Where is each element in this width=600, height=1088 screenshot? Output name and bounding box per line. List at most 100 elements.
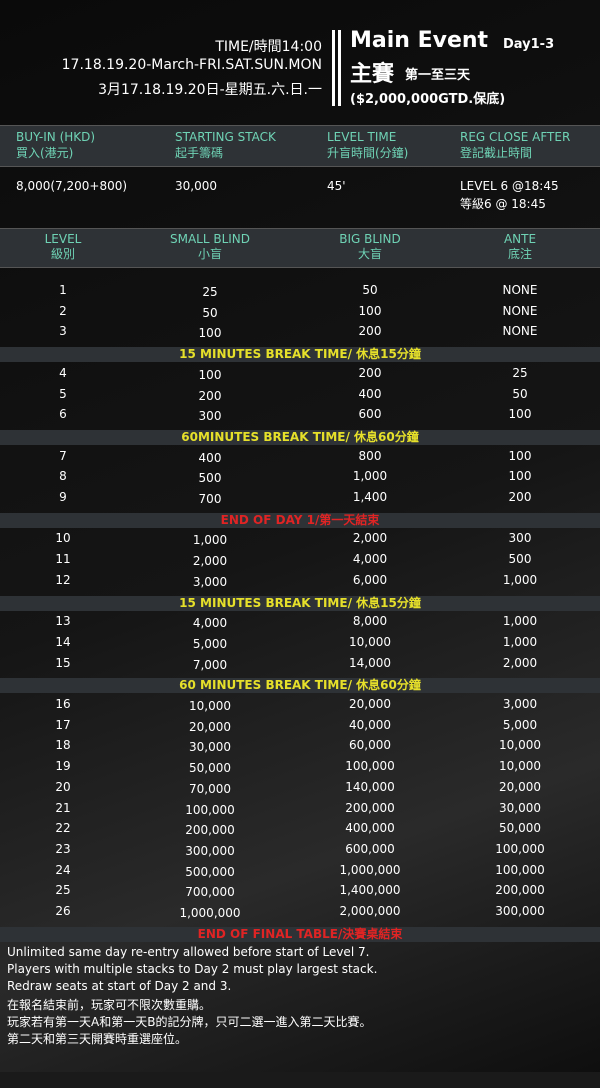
dates-zh: 3月17.18.19.20日-星期五.六.日.一 (98, 82, 322, 98)
guarantee: ($2,000,000GTD.保底) (350, 92, 506, 107)
break-bar (0, 926, 600, 942)
cell: 20,000 (189, 719, 231, 734)
cell: 100,000 (495, 841, 545, 856)
break-label: END OF DAY 1/第一天結束 (220, 512, 380, 527)
cell: 200 (358, 324, 382, 339)
note: 玩家若有第一天A和第一天B的記分牌，只可二選一進入第二天比賽。 (7, 1015, 372, 1029)
cell: 3,000 (192, 574, 228, 589)
cell: 800 (358, 448, 382, 463)
info-value: 8,000(7,200+800) (16, 179, 128, 193)
break-label: END OF FINAL TABLE/決賽桌結束 (197, 926, 403, 941)
cell: 400,000 (345, 821, 395, 836)
divider (332, 30, 335, 106)
cell: 9 (59, 490, 67, 504)
cell: 1,000 (192, 533, 228, 548)
break-label: 15 MINUTES BREAK TIME/ 休息15分鐘 (179, 595, 421, 610)
cell: 40,000 (349, 717, 391, 732)
cell: 400 (358, 386, 382, 401)
info-header-zh: 起手籌碼 (175, 146, 224, 160)
cell: 16 (55, 697, 71, 711)
cell: 2,000 (352, 531, 388, 546)
cell: 10,000 (349, 634, 391, 649)
cell: 14 (55, 634, 71, 649)
cell: 5,000 (502, 717, 538, 732)
cell: 4,000 (352, 552, 388, 567)
cell: 30,000 (499, 800, 541, 815)
cell: 100,000 (345, 759, 395, 774)
cell: 30,000 (189, 740, 231, 755)
note: 第二天和第三天開賽時重選座位。 (7, 1032, 188, 1046)
cell: 100,000 (185, 802, 235, 817)
info-header-zh: 升盲時間(分鐘) (327, 146, 409, 160)
cell: 500 (198, 471, 222, 486)
cell: 26 (55, 904, 71, 918)
cell: 15 (55, 655, 71, 670)
cell: 4 (59, 365, 67, 380)
info-value: 30,000 (175, 179, 217, 193)
cell: 200 (198, 388, 222, 403)
info-header-zh: 登記截止時間 (460, 146, 533, 160)
title-zh: 主賽 (350, 62, 395, 87)
note: Redraw seats at start of Day 2 and 3. (7, 979, 232, 993)
cell: 20,000 (499, 779, 541, 794)
info-header-en: REG CLOSE AFTER (460, 130, 571, 144)
cell: 10,000 (499, 738, 541, 753)
cell: 23 (55, 841, 71, 856)
cell: 300 (198, 409, 222, 424)
cell: 200 (358, 365, 382, 380)
days-zh: 第一至三天 (405, 68, 471, 83)
cell: 200 (508, 490, 532, 504)
cell: 2,000,000 (339, 904, 401, 918)
break-bar (0, 678, 600, 694)
days: Day1-3 (503, 37, 555, 52)
cell: 1,400 (352, 490, 388, 504)
cell: 50,000 (189, 761, 231, 776)
cell: 300,000 (495, 904, 545, 918)
cell: 100 (508, 448, 532, 463)
cell: 140,000 (345, 779, 395, 794)
cell: 19 (55, 759, 71, 774)
cell: 25 (512, 365, 528, 380)
cell: 6 (59, 407, 67, 422)
cell: 50 (202, 305, 218, 320)
divider (338, 30, 341, 106)
cell: 1,000 (352, 469, 388, 484)
cell: 600,000 (345, 841, 395, 856)
cell: 7,000 (192, 657, 228, 672)
structure-header-zh: 小盲 (197, 247, 223, 261)
info-header-bar (0, 125, 600, 167)
cell: NONE (502, 324, 538, 339)
break-bar (0, 429, 600, 445)
info-value: 45' (327, 179, 346, 193)
cell: 8,000 (352, 614, 388, 629)
cell: 21 (55, 800, 71, 815)
cell: 100 (358, 303, 382, 318)
structure-header-en: LEVEL (44, 232, 82, 246)
structure-header-en: SMALL BLIND (169, 232, 251, 246)
cell: 2,000 (192, 554, 228, 569)
time: TIME/時間14:00 (215, 39, 322, 55)
cell: 1,000 (502, 572, 538, 587)
cell: 200,000 (345, 800, 395, 815)
structure-header-zh: 大盲 (357, 247, 383, 261)
break-label: 60 MINUTES BREAK TIME/ 休息60分鐘 (179, 678, 421, 693)
cell: 50 (362, 283, 378, 297)
info-value: LEVEL 6 @18:45 (460, 179, 559, 193)
cell: 3 (59, 324, 67, 339)
cell: 70,000 (189, 781, 231, 796)
footer (0, 1072, 600, 1088)
cell: 17 (55, 717, 71, 732)
cell: 8 (59, 469, 67, 484)
cell: 6,000 (352, 572, 388, 587)
cell: 2 (59, 303, 67, 318)
cell: 22 (55, 821, 71, 836)
cell: 200,000 (185, 823, 235, 838)
cell: NONE (502, 283, 538, 297)
cell: 10,000 (189, 699, 231, 713)
cell: 1 (59, 283, 67, 297)
cell: 5,000 (192, 636, 228, 651)
structure-header-en: ANTE (503, 232, 537, 246)
cell: 60,000 (349, 738, 391, 753)
cell: 700,000 (185, 885, 235, 900)
cell: 50 (512, 386, 528, 401)
